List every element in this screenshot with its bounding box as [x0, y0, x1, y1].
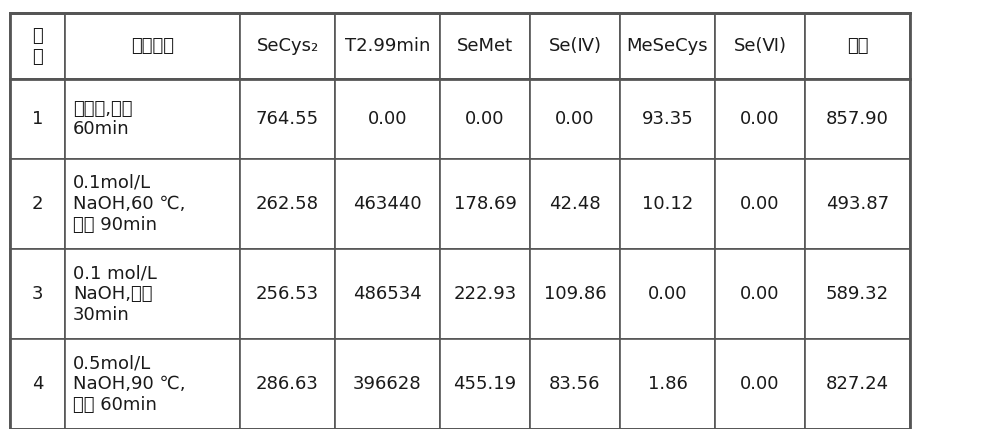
Bar	[440, 13, 530, 79]
Text: 93.35: 93.35	[642, 110, 693, 128]
Bar	[65, 339, 240, 429]
Text: 总量: 总量	[847, 37, 868, 55]
Bar	[240, 79, 335, 159]
Text: MeSeCys: MeSeCys	[627, 37, 708, 55]
Bar	[10, 159, 65, 249]
Text: 256.53: 256.53	[256, 285, 319, 303]
Bar	[440, 249, 530, 339]
Bar	[620, 13, 715, 79]
Bar	[10, 13, 65, 79]
Bar	[620, 159, 715, 249]
Bar	[335, 13, 440, 79]
Text: 10.12: 10.12	[642, 195, 693, 213]
Text: 0.00: 0.00	[465, 110, 505, 128]
Text: 109.86: 109.86	[544, 285, 606, 303]
Text: SeMet: SeMet	[457, 37, 513, 55]
Text: 493.87: 493.87	[826, 195, 889, 213]
Bar	[10, 249, 65, 339]
Bar	[440, 159, 530, 249]
Text: 827.24: 827.24	[826, 375, 889, 393]
Bar	[10, 339, 65, 429]
Text: 286.63: 286.63	[256, 375, 319, 393]
Text: 486534: 486534	[353, 285, 422, 303]
Text: 4: 4	[32, 375, 43, 393]
Bar	[715, 79, 805, 159]
Bar	[715, 339, 805, 429]
Text: 178.69: 178.69	[454, 195, 516, 213]
Bar	[805, 249, 910, 339]
Bar	[620, 79, 715, 159]
Text: 1.86: 1.86	[648, 375, 687, 393]
Text: 0.00: 0.00	[555, 110, 595, 128]
Bar	[440, 339, 530, 429]
Bar	[805, 79, 910, 159]
Text: Se(Ⅳ): Se(Ⅳ)	[548, 37, 602, 55]
Text: T2.99min: T2.99min	[345, 37, 430, 55]
Bar	[805, 159, 910, 249]
Bar	[440, 79, 530, 159]
Bar	[530, 249, 620, 339]
Bar	[65, 13, 240, 79]
Bar	[620, 339, 715, 429]
Bar	[240, 159, 335, 249]
Bar	[65, 79, 240, 159]
Bar	[335, 339, 440, 429]
Bar	[240, 339, 335, 429]
Bar	[65, 249, 240, 339]
Text: 463440: 463440	[353, 195, 422, 213]
Bar	[530, 79, 620, 159]
Text: 0.1mol/L
NaOH,60 ℃,
振荡 90min: 0.1mol/L NaOH,60 ℃, 振荡 90min	[73, 174, 185, 233]
Text: 0.00: 0.00	[368, 110, 407, 128]
Text: 0.00: 0.00	[740, 110, 780, 128]
Bar	[10, 79, 65, 159]
Bar	[335, 79, 440, 159]
Bar	[805, 13, 910, 79]
Text: 83.56: 83.56	[549, 375, 601, 393]
Text: 764.55: 764.55	[256, 110, 319, 128]
Text: 0.00: 0.00	[648, 285, 687, 303]
Bar	[530, 13, 620, 79]
Text: 222.93: 222.93	[453, 285, 517, 303]
Text: SeCys₂: SeCys₂	[256, 37, 319, 55]
Bar	[335, 159, 440, 249]
Text: 0.5mol/L
NaOH,90 ℃,
振荡 60min: 0.5mol/L NaOH,90 ℃, 振荡 60min	[73, 354, 186, 414]
Text: 3: 3	[32, 285, 43, 303]
Bar	[240, 249, 335, 339]
Text: 455.19: 455.19	[453, 375, 517, 393]
Text: 0.1 mol/L
NaOH,超声
30min: 0.1 mol/L NaOH,超声 30min	[73, 264, 157, 323]
Bar	[530, 159, 620, 249]
Text: 0.00: 0.00	[740, 375, 780, 393]
Bar	[530, 339, 620, 429]
Bar	[805, 339, 910, 429]
Text: 0.00: 0.00	[740, 195, 780, 213]
Text: 1: 1	[32, 110, 43, 128]
Bar	[715, 13, 805, 79]
Text: 396628: 396628	[353, 375, 422, 393]
Text: 编
号: 编 号	[32, 27, 43, 66]
Text: 超纯水,超声
60min: 超纯水,超声 60min	[73, 100, 132, 139]
Text: 0.00: 0.00	[740, 285, 780, 303]
Bar	[715, 249, 805, 339]
Text: 262.58: 262.58	[256, 195, 319, 213]
Text: 857.90: 857.90	[826, 110, 889, 128]
Bar	[715, 159, 805, 249]
Text: 589.32: 589.32	[826, 285, 889, 303]
Bar	[620, 249, 715, 339]
Bar	[335, 249, 440, 339]
Bar	[65, 159, 240, 249]
Text: 2: 2	[32, 195, 43, 213]
Text: 42.48: 42.48	[549, 195, 601, 213]
Text: Se(Ⅵ): Se(Ⅵ)	[733, 37, 786, 55]
Bar	[240, 13, 335, 79]
Text: 处理方法: 处理方法	[131, 37, 174, 55]
